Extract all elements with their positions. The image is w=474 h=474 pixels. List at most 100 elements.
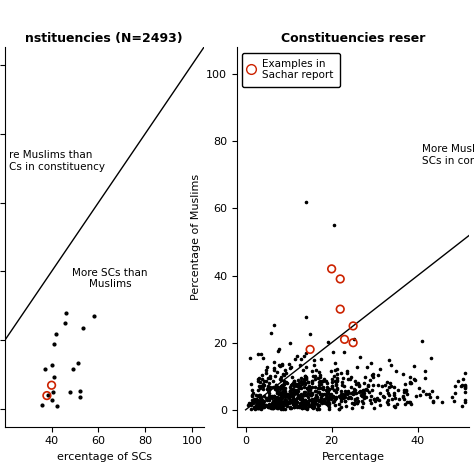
Point: [301, 396, 309, 403]
Point: [329, 398, 337, 406]
Point: [350, 400, 358, 408]
Point: [248, 392, 255, 399]
Point: [354, 394, 361, 402]
Point: [340, 392, 348, 399]
Point: [319, 383, 327, 391]
Point: [281, 395, 288, 403]
Point: [363, 393, 370, 401]
Point: [421, 374, 429, 382]
Point: [407, 380, 414, 387]
Point: [290, 382, 297, 389]
Point: [290, 401, 298, 408]
Point: [310, 398, 318, 405]
Point: [310, 356, 318, 363]
Point: [324, 338, 331, 346]
Point: [50, 374, 58, 381]
Point: [275, 391, 283, 398]
Point: [259, 403, 266, 410]
Point: [290, 398, 297, 405]
Point: [356, 353, 364, 361]
Point: [392, 367, 400, 374]
Point: [260, 403, 268, 411]
Point: [280, 392, 287, 400]
Point: [341, 397, 349, 404]
Point: [325, 390, 332, 398]
Point: [255, 404, 263, 412]
Point: [333, 384, 340, 392]
Point: [281, 380, 288, 388]
Point: [303, 405, 311, 412]
Point: [293, 352, 301, 360]
Point: [248, 396, 255, 403]
Point: [299, 400, 306, 408]
Point: [300, 398, 308, 405]
Point: [340, 390, 347, 397]
Point: [316, 377, 323, 385]
Point: [282, 391, 290, 399]
Point: [290, 403, 298, 411]
Point: [286, 404, 294, 411]
Point: [372, 397, 379, 405]
Point: [283, 402, 291, 410]
Point: [309, 396, 316, 403]
Point: [333, 385, 341, 392]
Point: [247, 381, 255, 388]
Point: [41, 365, 49, 373]
Point: [337, 275, 344, 283]
Point: [289, 392, 296, 400]
Point: [260, 381, 268, 388]
Point: [258, 371, 265, 378]
Point: [331, 398, 338, 405]
Point: [297, 374, 305, 382]
Point: [314, 402, 322, 410]
Point: [318, 391, 326, 398]
Point: [319, 385, 327, 393]
Point: [308, 399, 315, 406]
Point: [458, 403, 466, 410]
Point: [267, 401, 274, 408]
Point: [384, 397, 392, 404]
Point: [353, 400, 361, 407]
Point: [279, 401, 286, 408]
Point: [385, 383, 393, 391]
Point: [332, 394, 340, 401]
Point: [293, 395, 301, 402]
Point: [451, 383, 458, 390]
Point: [337, 369, 344, 377]
Point: [258, 375, 265, 383]
Point: [254, 404, 262, 411]
Point: [250, 396, 258, 403]
Point: [264, 374, 272, 382]
Point: [351, 377, 359, 384]
Point: [326, 405, 333, 413]
Point: [269, 404, 277, 412]
Point: [337, 397, 345, 405]
Point: [401, 381, 409, 388]
Point: [43, 392, 51, 400]
Point: [254, 350, 261, 358]
Title: Constituencies reser: Constituencies reser: [281, 32, 425, 45]
Point: [310, 372, 317, 380]
Point: [301, 380, 309, 388]
Point: [340, 382, 347, 390]
Point: [256, 404, 264, 412]
Point: [291, 377, 298, 384]
Point: [263, 394, 270, 402]
Point: [281, 384, 289, 392]
Point: [298, 398, 306, 405]
Point: [275, 403, 283, 410]
Point: [301, 392, 308, 399]
Point: [400, 386, 408, 394]
Point: [379, 392, 386, 400]
Point: [301, 405, 309, 412]
Point: [270, 364, 278, 372]
Point: [275, 345, 283, 353]
Point: [307, 389, 314, 397]
Point: [309, 401, 317, 409]
Point: [308, 389, 316, 397]
Point: [461, 383, 469, 391]
Point: [325, 385, 333, 392]
Point: [332, 389, 340, 396]
Point: [265, 403, 273, 410]
Point: [272, 403, 279, 410]
